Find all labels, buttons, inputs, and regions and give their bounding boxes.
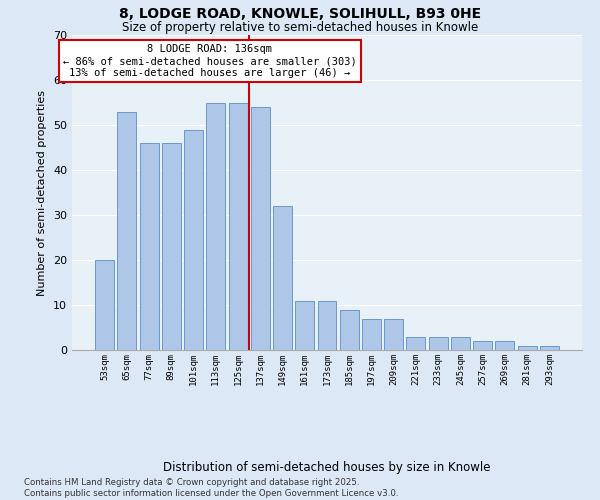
Bar (295, 300, 314, 350)
Bar (362, 318, 381, 350)
Text: 8 LODGE ROAD: 136sqm
← 86% of semi-detached houses are smaller (303)
13% of semi: 8 LODGE ROAD: 136sqm ← 86% of semi-detac… (63, 44, 356, 78)
Bar (95, 260, 114, 350)
Bar (162, 143, 181, 350)
Bar (140, 143, 158, 350)
Bar (118, 112, 136, 350)
Bar (206, 102, 225, 350)
X-axis label: Distribution of semi-detached houses by size in Knowle: Distribution of semi-detached houses by … (163, 462, 491, 474)
Text: Size of property relative to semi-detached houses in Knowle: Size of property relative to semi-detach… (122, 22, 478, 35)
Bar (384, 318, 403, 350)
Text: 8, LODGE ROAD, KNOWLE, SOLIHULL, B93 0HE: 8, LODGE ROAD, KNOWLE, SOLIHULL, B93 0HE (119, 8, 481, 22)
Bar (184, 130, 203, 350)
Bar (406, 336, 425, 350)
Bar (251, 107, 270, 350)
Y-axis label: Number of semi-detached properties: Number of semi-detached properties (37, 90, 47, 296)
Bar (451, 336, 470, 350)
Bar (518, 346, 536, 350)
Bar (340, 310, 359, 350)
Bar (229, 102, 248, 350)
Bar (317, 300, 337, 350)
Bar (273, 206, 292, 350)
Text: Contains HM Land Registry data © Crown copyright and database right 2025.
Contai: Contains HM Land Registry data © Crown c… (24, 478, 398, 498)
Bar (540, 346, 559, 350)
Bar (496, 341, 514, 350)
Bar (429, 336, 448, 350)
Bar (473, 341, 492, 350)
